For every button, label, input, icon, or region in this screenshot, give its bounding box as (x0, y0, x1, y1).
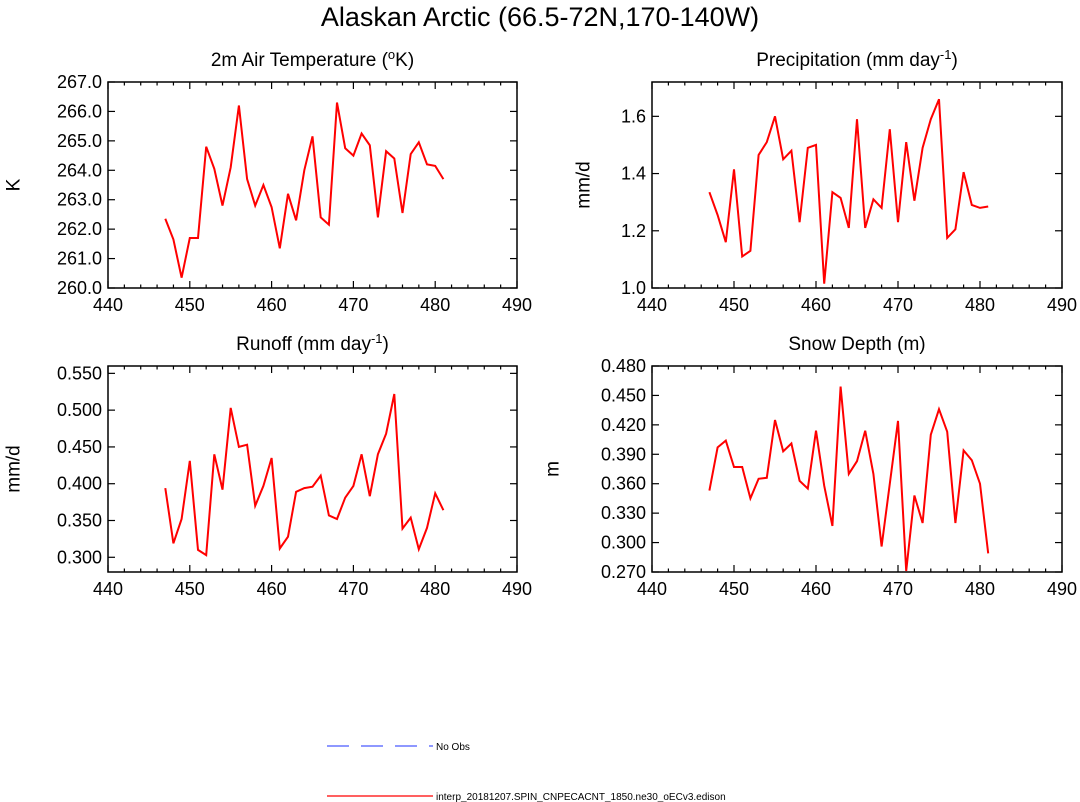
x-tick-label: 460 (257, 295, 287, 315)
y-tick-label: 0.400 (57, 474, 102, 494)
plot-frame (107, 81, 518, 289)
panel-title-sup: -1 (940, 47, 952, 62)
series-line (708, 386, 990, 572)
x-tick-label: 450 (719, 295, 749, 315)
y-tick-label: 0.360 (601, 474, 646, 494)
x-tick-label: 450 (175, 295, 205, 315)
y-tick-label: 266.0 (57, 101, 102, 121)
panel-title: Runoff (mm day-1) (236, 331, 389, 355)
panel-title-main: 2m Air Temperature ( (211, 50, 389, 71)
x-tick-label: 450 (175, 579, 205, 599)
y-axis-label: m (543, 461, 564, 477)
y-tick-label: 0.450 (57, 437, 102, 457)
series-line (164, 393, 445, 557)
panel-title-end: K) (395, 50, 414, 71)
y-tick-label: 0.300 (601, 533, 646, 553)
x-tick-label: 480 (965, 579, 995, 599)
figure-title: Alaskan Arctic (66.5-72N,170-140W) (321, 2, 759, 32)
x-tick-label: 480 (420, 579, 450, 599)
panels: 2m Air Temperature (oK) K 440 450 460 470 480 4… (4, 47, 1078, 599)
x-tick-label: 470 (883, 295, 913, 315)
y-tick-label: 0.330 (601, 503, 646, 523)
x-tick-label: 460 (801, 579, 831, 599)
x-tick-label: 470 (338, 579, 368, 599)
y-axis-label: mm/d (574, 161, 595, 209)
y-tick-label: 262.0 (57, 219, 102, 239)
plot-frame (107, 365, 518, 573)
x-tick-label: 490 (1047, 579, 1077, 599)
x-tick-label: 490 (1047, 295, 1077, 315)
y-tick-label: 261.0 (57, 249, 102, 269)
y-tick-label: 1.4 (621, 164, 646, 184)
x-tick-label: 480 (420, 295, 450, 315)
y-tick-label: 265.0 (57, 131, 102, 151)
y-tick-label: 264.0 (57, 160, 102, 180)
x-tick-label: 440 (93, 295, 123, 315)
x-tick-label: 470 (338, 295, 368, 315)
x-tick-label: 450 (719, 579, 749, 599)
panel-title-main: Precipitation (mm day (756, 50, 940, 71)
panel-title-main: Snow Depth (m) (788, 334, 925, 355)
y-tick-label: 0.350 (57, 511, 102, 531)
plot-frame (651, 365, 1063, 573)
panel-title: Snow Depth (m) (788, 334, 925, 355)
y-tick-label: 0.270 (601, 562, 646, 582)
x-tick-label: 490 (502, 295, 532, 315)
y-tick-label: 260.0 (57, 278, 102, 298)
panel-title-sup: o (388, 47, 395, 62)
x-tick-label: 470 (883, 579, 913, 599)
y-tick-label: 1.6 (621, 106, 646, 126)
x-tick-label: 490 (502, 579, 532, 599)
panel-2: Precipitation (mm day-1) mm/d 440 450 460 470… (574, 47, 1078, 315)
y-tick-label: 0.420 (601, 415, 646, 435)
series-line (164, 102, 445, 278)
y-tick-label: 0.550 (57, 363, 102, 383)
panel-title: 2m Air Temperature (oK) (211, 47, 414, 71)
legend-model-label: interp_20181207.SPIN_CNPECACNT_1850.ne30… (436, 792, 726, 802)
y-axis-label: K (4, 178, 25, 191)
y-tick-label: 0.300 (57, 547, 102, 567)
y-tick-label: 267.0 (57, 72, 102, 92)
panel-title-end: ) (383, 334, 389, 355)
y-tick-label: 263.0 (57, 190, 102, 210)
x-tick-label: 460 (801, 295, 831, 315)
legend-obs-label: No Obs (436, 742, 470, 753)
legend: No Obs interp_20181207.SPIN_CNPECACNT_18… (327, 742, 726, 802)
panel-3: Runoff (mm day-1) mm/d 440 450 460 470 480 490 0… (4, 331, 533, 599)
panel-title-sup: -1 (371, 331, 383, 346)
panel-4: Snow Depth (m) m 440 450 460 470 480 490 0.270 0.… (543, 334, 1078, 599)
series-line (708, 98, 989, 284)
panel-1: 2m Air Temperature (oK) K 440 450 460 470 480 4… (4, 47, 533, 315)
panel-title: Precipitation (mm day-1) (756, 47, 958, 71)
panel-title-end: ) (951, 50, 957, 71)
panel-title-main: Runoff (mm day (236, 334, 371, 355)
y-tick-label: 0.500 (57, 400, 102, 420)
x-tick-label: 480 (965, 295, 995, 315)
x-tick-label: 440 (637, 295, 667, 315)
x-tick-label: 440 (637, 579, 667, 599)
x-tick-label: 440 (93, 579, 123, 599)
y-tick-label: 1.2 (621, 221, 646, 241)
y-axis-label: mm/d (4, 445, 25, 493)
y-tick-label: 0.390 (601, 444, 646, 464)
x-tick-label: 460 (257, 579, 287, 599)
y-tick-label: 0.480 (601, 356, 646, 376)
plot-frame (651, 81, 1063, 289)
y-tick-label: 1.0 (621, 278, 646, 298)
y-tick-label: 0.450 (601, 385, 646, 405)
